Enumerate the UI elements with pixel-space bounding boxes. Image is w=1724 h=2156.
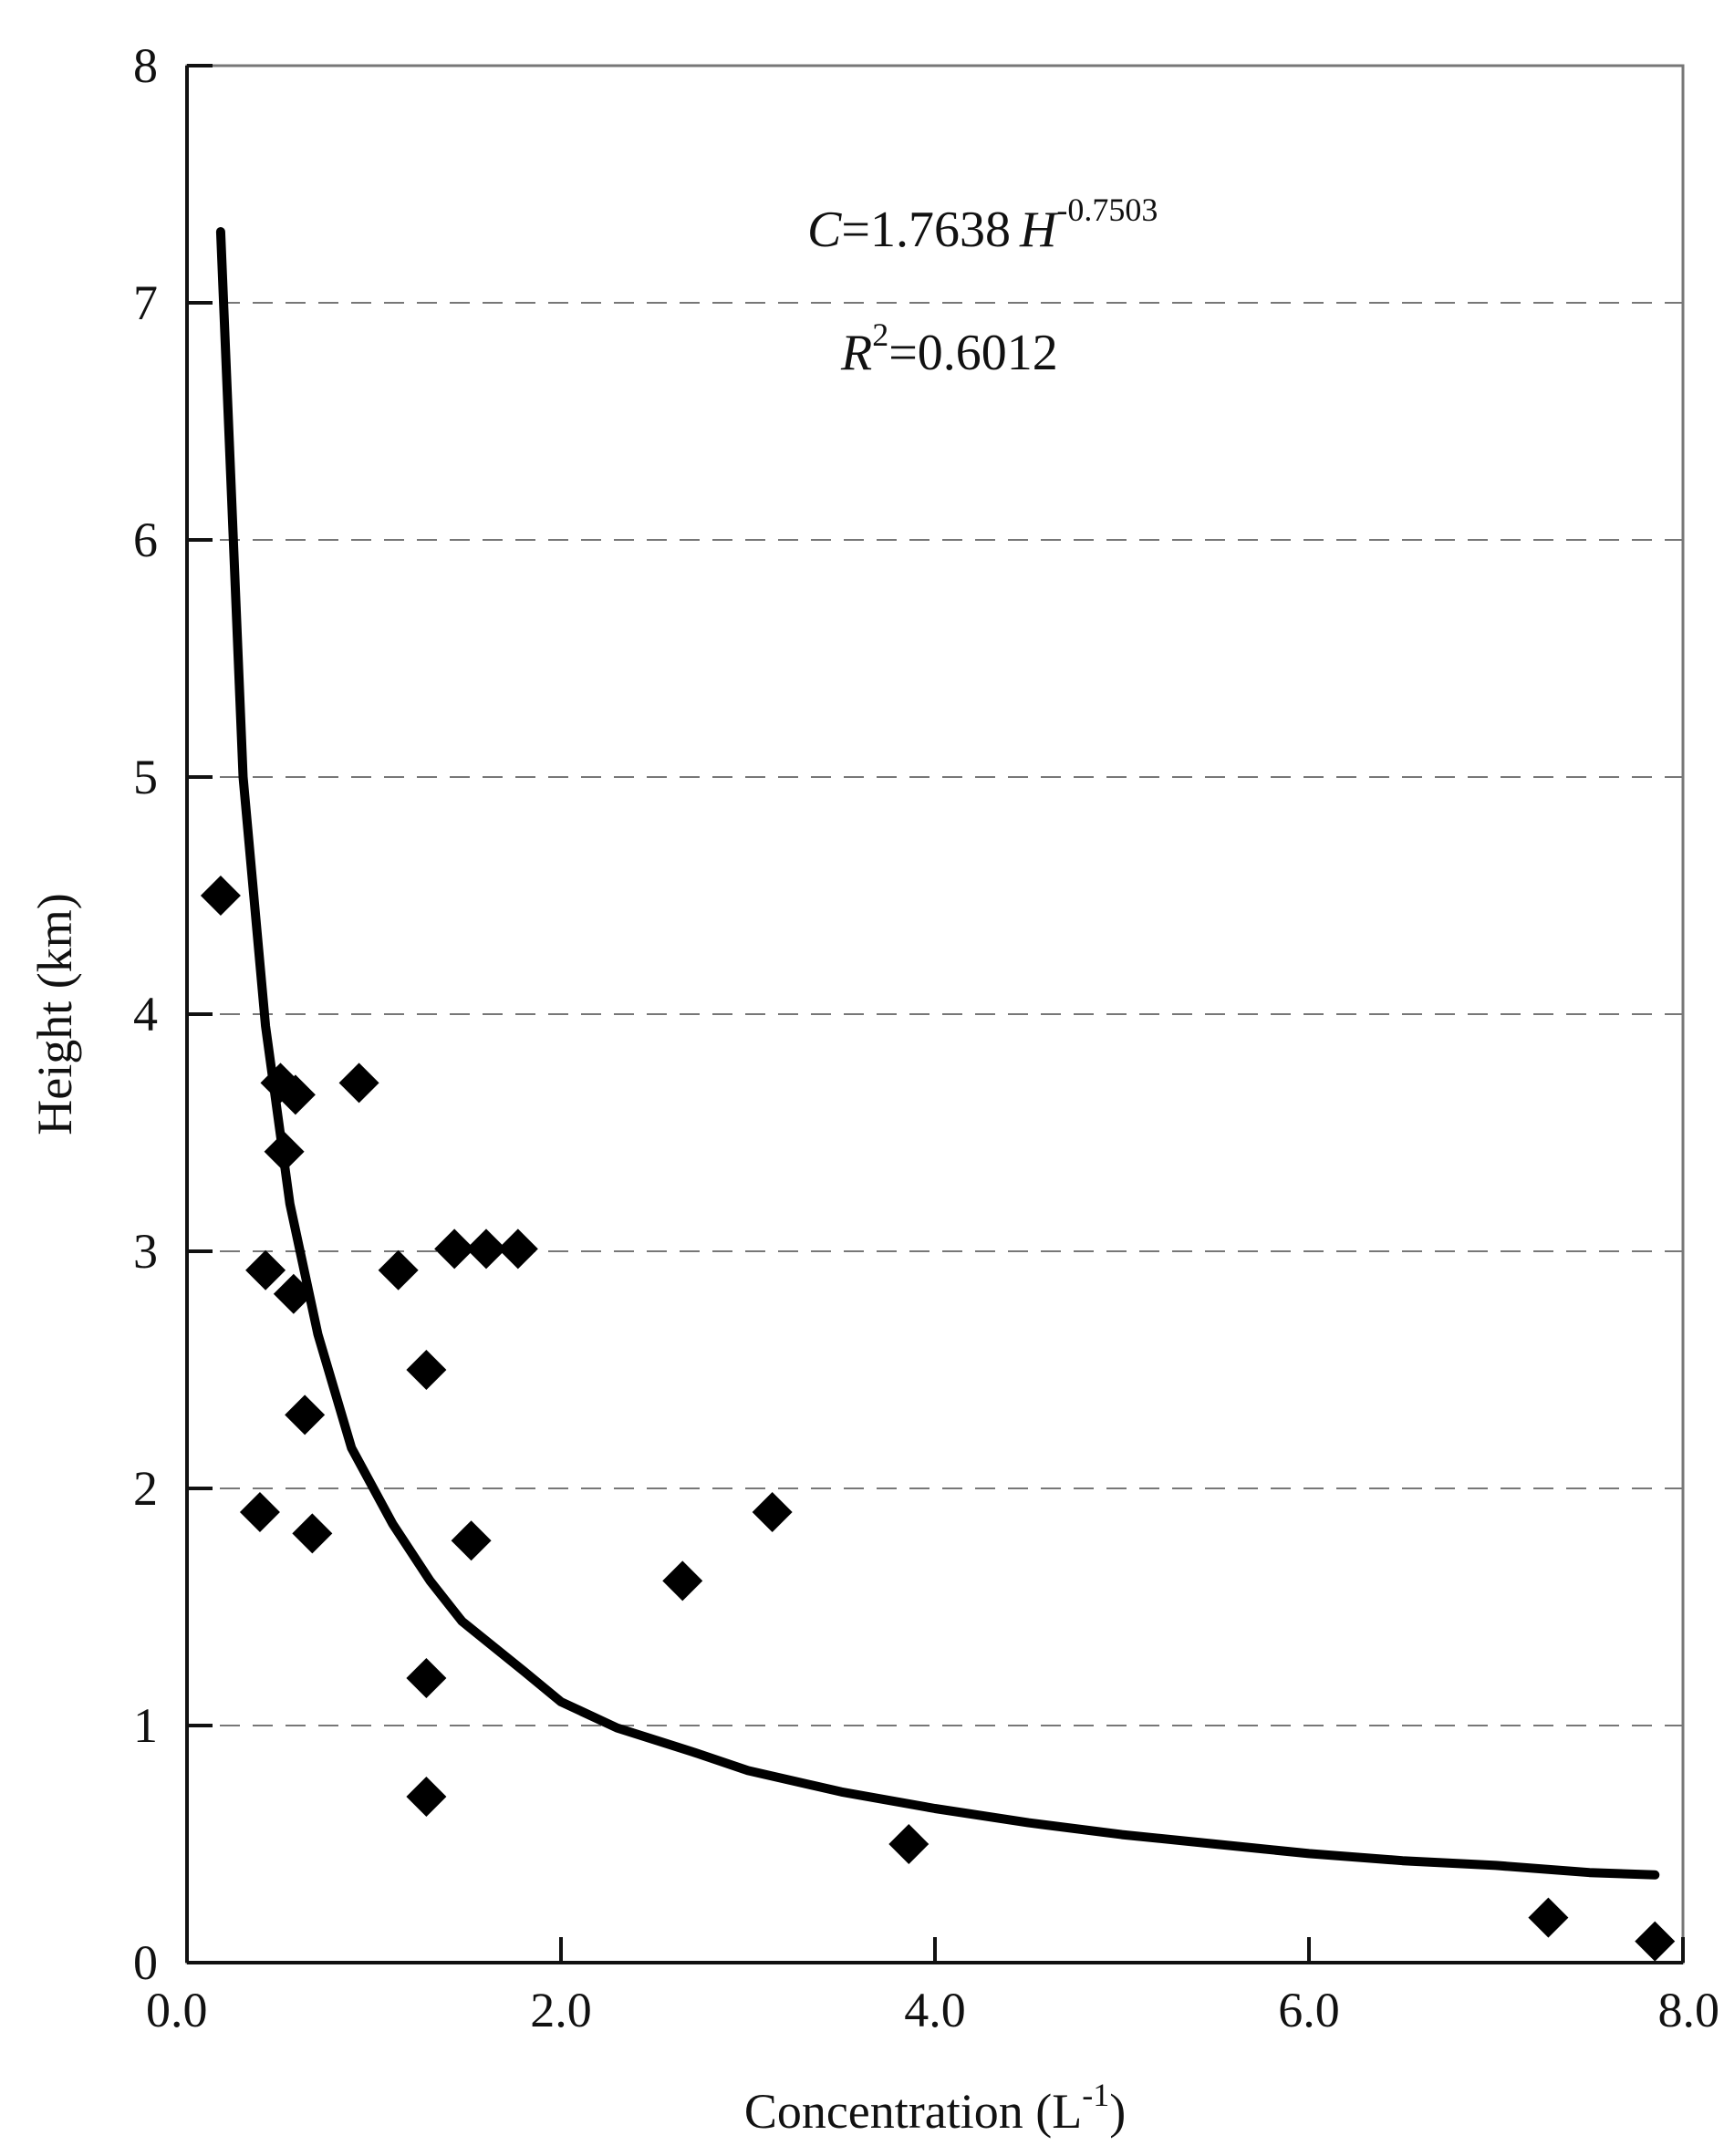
- y-tick-label: 6: [133, 513, 158, 567]
- y-tick-label: 1: [133, 1698, 158, 1753]
- data-points: [200, 876, 1676, 1962]
- r-squared-sup: 2: [872, 316, 888, 353]
- data-point: [406, 1777, 447, 1817]
- data-point: [406, 1350, 447, 1390]
- data-point: [497, 1228, 538, 1270]
- data-point: [752, 1492, 793, 1532]
- equation-var-h: H: [1019, 202, 1059, 258]
- x-tick-label: 2.0: [530, 1983, 592, 2037]
- y-tick-label: 7: [133, 275, 158, 330]
- x-tick-label: 4.0: [904, 1983, 966, 2037]
- y-axis-title: Height (km): [27, 893, 82, 1135]
- data-point: [285, 1394, 326, 1436]
- r-squared-value: =0.6012: [888, 325, 1058, 381]
- data-point: [1635, 1921, 1676, 1962]
- x-axis-title-end: ): [1109, 2084, 1126, 2139]
- fit-equation: C=1.7638 H-0.7503: [807, 192, 1158, 258]
- data-point: [292, 1513, 333, 1554]
- data-point: [1528, 1897, 1569, 1938]
- equation-coefficient: =1.7638: [841, 202, 1011, 258]
- y-tick-label: 3: [133, 1224, 158, 1279]
- x-tick-label: 6.0: [1278, 1983, 1340, 2037]
- data-point: [245, 1249, 286, 1290]
- data-point: [264, 1131, 305, 1172]
- data-point: [200, 876, 241, 916]
- data-point: [888, 1824, 930, 1864]
- y-tick-label: 8: [133, 38, 158, 93]
- x-axis-title: Concentration (L-1): [744, 2077, 1126, 2139]
- x-tick-labels: 0.0 2.0 4.0 6.0 8.0: [146, 1983, 1719, 2037]
- y-ticks: [187, 64, 213, 1964]
- y-tick-label: 2: [133, 1461, 158, 1516]
- y-tick-label: 4: [133, 987, 158, 1042]
- data-point: [406, 1658, 447, 1698]
- grid-lines: [187, 302, 1683, 1726]
- y-tick-labels: 0 1 2 3 4 5 6 7 8: [133, 38, 158, 1990]
- x-tick-label: 0.0: [146, 1983, 208, 2037]
- fit-curve: [215, 227, 1660, 1880]
- equation-exponent: -0.7503: [1056, 192, 1158, 228]
- y-tick-label: 5: [133, 750, 158, 804]
- data-point: [662, 1560, 703, 1601]
- equation-var-c: C: [807, 202, 842, 258]
- data-point: [338, 1062, 379, 1104]
- r-squared-var: R: [840, 325, 872, 381]
- data-point: [466, 1228, 506, 1270]
- data-point: [275, 1074, 316, 1115]
- x-tick-label: 8.0: [1658, 1983, 1720, 2037]
- data-point: [451, 1520, 492, 1561]
- y-tick-label: 0: [133, 1935, 158, 1990]
- data-point: [239, 1492, 280, 1532]
- x-axis-title-sup: -1: [1082, 2077, 1109, 2113]
- data-point: [378, 1249, 419, 1290]
- x-axis-title-main: Concentration (L: [744, 2084, 1082, 2139]
- data-point: [273, 1273, 314, 1314]
- x-ticks: [185, 1937, 1685, 1963]
- data-point: [434, 1228, 475, 1270]
- r-squared: R2=0.6012: [840, 316, 1058, 381]
